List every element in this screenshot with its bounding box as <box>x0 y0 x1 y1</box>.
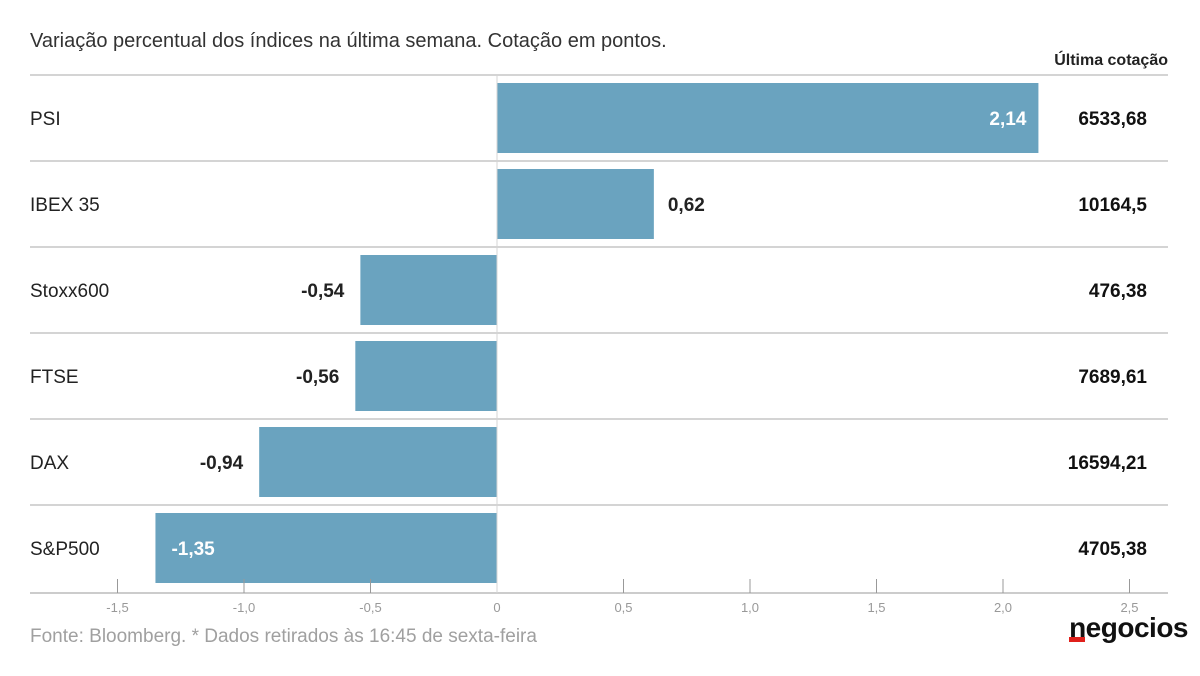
bar <box>360 255 497 325</box>
last-price: 16594,21 <box>1068 453 1148 474</box>
last-price: 4705,38 <box>1078 539 1147 560</box>
last-price: 7689,61 <box>1078 367 1147 388</box>
x-tick-label: 0 <box>493 600 500 615</box>
source-note: Fonte: Bloomberg. * Dados retirados às 1… <box>30 626 537 647</box>
last-price: 6533,68 <box>1078 109 1147 130</box>
category-label: S&P500 <box>30 539 100 560</box>
category-label: PSI <box>30 109 61 130</box>
bar <box>155 513 497 583</box>
value-label: -0,94 <box>200 453 244 474</box>
x-tick-label: -1,0 <box>233 600 255 615</box>
bar <box>259 427 497 497</box>
x-tick-label: 1,0 <box>741 600 759 615</box>
last-price: 476,38 <box>1089 281 1147 302</box>
category-label: DAX <box>30 453 69 474</box>
category-label: FTSE <box>30 367 79 388</box>
last-price: 10164,5 <box>1078 195 1147 216</box>
value-label: -0,56 <box>296 367 339 388</box>
x-tick-label: 2,5 <box>1120 600 1138 615</box>
bar <box>497 169 654 239</box>
value-label: -1,35 <box>171 539 215 560</box>
chart-subtitle: Variação percentual dos índices na últim… <box>30 30 667 52</box>
value-label: -0,54 <box>301 281 345 302</box>
x-tick-label: 0,5 <box>614 600 632 615</box>
x-tick-label: 2,0 <box>994 600 1012 615</box>
logo-accent-mark <box>1069 637 1085 642</box>
value-label: 0,62 <box>668 195 705 216</box>
category-label: Stoxx600 <box>30 281 109 302</box>
bar <box>497 83 1039 153</box>
x-tick-label: -0,5 <box>359 600 381 615</box>
bar-chart: PSI 2,14 6533,68 IBEX 35 0,62 10164,5 Stoxx600… <box>30 74 1168 615</box>
value-label: 2,14 <box>989 109 1026 130</box>
last-price-column-header: Última cotação <box>1054 52 1168 69</box>
category-label: IBEX 35 <box>30 195 100 216</box>
bar <box>355 341 497 411</box>
negocios-logo: negocios <box>1069 612 1188 643</box>
x-tick-label: 1,5 <box>867 600 885 615</box>
x-tick-label: -1,5 <box>106 600 128 615</box>
